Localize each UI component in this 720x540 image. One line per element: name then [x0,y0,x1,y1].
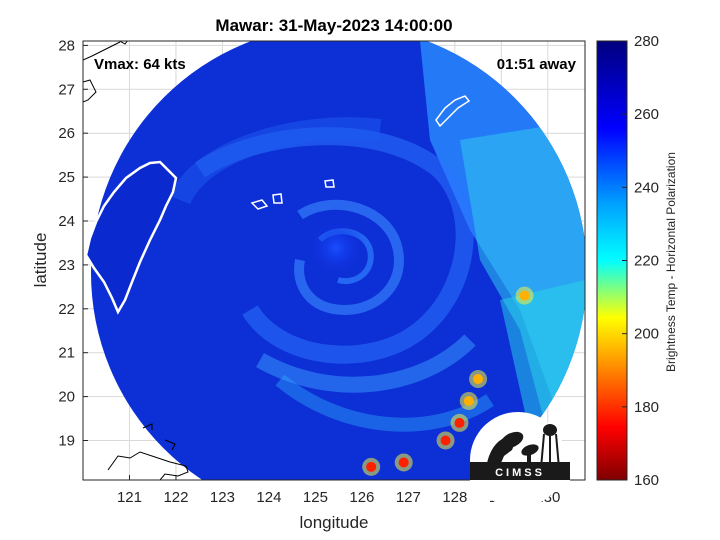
warm-cell [463,395,474,406]
x-tick-label: 125 [303,489,328,506]
luzon-coast [107,423,189,480]
colorbar-tick-label: 180 [634,399,659,416]
island-small [324,179,335,188]
y-tick-label: 22 [58,301,75,318]
y-tick-label: 24 [58,213,75,230]
y-axis-label: latitude [31,233,50,288]
x-tick-label: 127 [396,489,421,506]
y-tick-label: 20 [58,389,75,406]
x-tick-label: 121 [117,489,142,506]
warm-cell [398,457,409,468]
island-ishigaki [250,199,269,210]
y-tick-label: 21 [58,345,75,362]
svg-text:CIMSS: CIMSS [495,467,545,479]
y-tick-label: 28 [58,37,75,54]
x-tick-label: 123 [210,489,235,506]
warm-cell [440,435,451,446]
warm-cell [519,290,530,301]
time-away-annotation: 01:51 away [497,56,577,73]
warm-cell [366,461,377,472]
colorbar-label: Brightness Temp - Horizontal Polarizatio… [664,152,678,372]
y-tick-label: 27 [58,81,75,98]
colorbar-tick-label: 260 [634,106,659,123]
colorbar-tick-label: 200 [634,326,659,343]
x-tick-label: 126 [349,489,374,506]
colorbar-tick-label: 220 [634,253,659,270]
vmax-annotation: Vmax: 64 kts [94,56,186,73]
chart-title: Mawar: 31-May-2023 14:00:00 [215,16,452,35]
x-tick-label: 128 [442,489,467,506]
x-tick-label: 122 [163,489,188,506]
colorbar-tick-label: 160 [634,472,659,489]
warm-cell [454,417,465,428]
x-tick-label: 124 [256,489,281,506]
y-tick-label: 23 [58,257,75,274]
y-tick-labels: 28 27 26 25 24 23 22 21 20 19 [58,37,75,449]
coastlines [83,41,471,480]
cimss-logo: CIMSS [470,412,570,508]
brightness-temp-swath [91,41,585,480]
y-tick-label: 19 [58,432,75,449]
island-miyako [272,193,283,204]
y-tick-label: 26 [58,125,75,142]
x-axis-label: longitude [299,513,368,532]
colorbar-tick-labels: 280 260 240 220 200 180 160 [622,33,659,489]
y-tick-label: 25 [58,169,75,186]
taiwan-coastline [84,160,178,315]
warm-cell [473,374,484,385]
colorbar-tick-label: 280 [634,33,659,50]
island-okinawa [435,95,471,128]
colorbar-tick-label: 240 [634,179,659,196]
plot-frame [82,40,586,481]
